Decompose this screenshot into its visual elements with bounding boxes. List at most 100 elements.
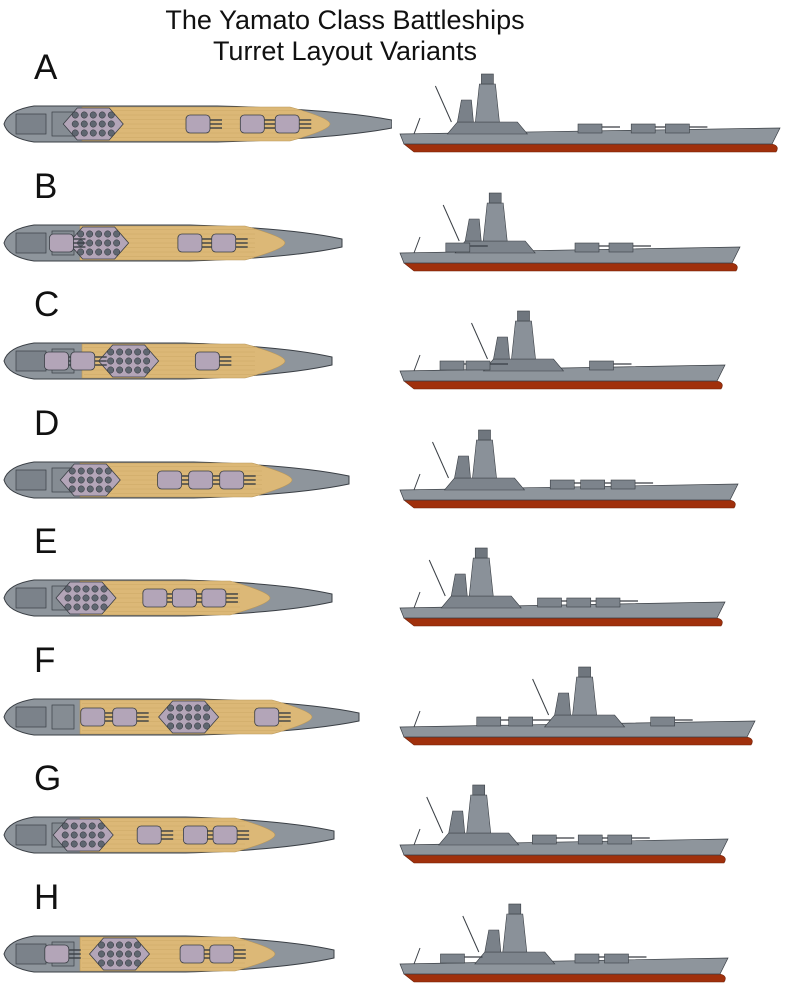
aft-deckhouse	[15, 350, 47, 372]
secondary-mount	[88, 831, 96, 839]
pagoda-tower	[511, 320, 536, 360]
diagram-title-line-2: Turret Layout Variants	[212, 36, 478, 66]
side-profile	[399, 192, 741, 271]
variant-b: B	[0, 167, 799, 287]
main-turret	[209, 944, 246, 963]
secondary-mount	[107, 111, 115, 119]
variant-a: A	[0, 48, 799, 168]
side-profile	[399, 73, 781, 153]
aft-deckhouse	[15, 587, 47, 609]
funnel	[450, 573, 468, 597]
hull-below-waterline	[403, 499, 736, 508]
secondary-mount	[113, 239, 121, 246]
hull-below-waterline	[403, 262, 738, 271]
secondary-mount	[134, 950, 141, 957]
secondary-mount	[107, 129, 115, 137]
secondary-mount	[68, 467, 76, 474]
variant-c: C	[0, 285, 799, 405]
secondary-mount	[107, 120, 115, 128]
secondary-mount	[95, 467, 103, 474]
secondary-mount	[167, 704, 175, 711]
aft-crane	[413, 236, 421, 253]
secondary-mount	[167, 722, 175, 729]
hull-side	[399, 364, 726, 382]
aft-crane	[413, 710, 421, 727]
variant-e: E	[0, 522, 799, 642]
main-turret-profile	[650, 716, 693, 726]
funnel	[457, 99, 474, 123]
pagoda-tower	[482, 202, 508, 241]
secondary-mount	[116, 941, 123, 948]
pagoda-tower	[475, 83, 500, 123]
secondary-mount	[134, 941, 141, 948]
pagoda-tower	[466, 794, 492, 834]
secondary-mount	[89, 120, 97, 128]
main-turret-profile	[508, 716, 551, 726]
aft-crane	[413, 591, 421, 609]
secondary-mount	[107, 941, 114, 948]
main-turret-profile	[440, 953, 483, 963]
hull-below-waterline	[403, 854, 726, 864]
main-turret-profile	[577, 123, 620, 134]
main-turret	[185, 114, 222, 134]
variant-label: B	[34, 166, 58, 206]
main-turret	[194, 351, 232, 371]
variant-label: F	[34, 640, 56, 680]
secondary-mount	[86, 239, 94, 246]
aft-deckhouse	[15, 943, 47, 964]
main-turret-profile	[665, 123, 708, 134]
mast	[426, 796, 444, 834]
variant-g: G	[0, 759, 799, 879]
plan-view	[3, 461, 350, 498]
secondary-mount	[82, 603, 90, 611]
secondary-mount	[185, 713, 193, 720]
pagoda-tower	[468, 557, 494, 597]
secondary-mount	[143, 357, 151, 365]
secondary-mount	[100, 585, 108, 593]
main-turret	[201, 588, 238, 608]
secondary-mount	[98, 129, 106, 137]
secondary-mount	[176, 704, 184, 711]
superstructure-base	[438, 832, 520, 846]
superstructure-base	[443, 477, 526, 490]
secondary-mount	[95, 476, 103, 483]
aft-deckhouse	[15, 232, 47, 253]
rangefinder	[508, 903, 522, 914]
mast	[434, 85, 452, 123]
aft-deckhouse	[15, 824, 47, 846]
hull-below-waterline	[403, 380, 723, 390]
secondary-mount	[203, 713, 211, 720]
mast	[471, 322, 488, 360]
secondary-mount	[116, 366, 124, 374]
main-turret	[44, 944, 81, 963]
main-turret	[70, 351, 107, 371]
secondary-mount	[167, 713, 175, 720]
side-profile	[399, 903, 729, 982]
secondary-mount	[185, 722, 193, 729]
secondary-mount	[100, 603, 108, 611]
secondary-mount	[98, 941, 105, 948]
secondary-mount	[64, 594, 72, 602]
side-profile	[399, 666, 756, 745]
aft-crane	[413, 117, 421, 135]
secondary-mount	[125, 950, 132, 957]
pagoda-tower	[502, 913, 528, 952]
variant-label: G	[34, 759, 62, 798]
secondary-mount	[116, 357, 124, 365]
secondary-mount	[104, 239, 112, 246]
secondary-mount	[70, 822, 78, 830]
secondary-mount	[88, 840, 96, 848]
secondary-mount	[68, 485, 76, 492]
secondary-mount	[71, 120, 79, 128]
secondary-mount	[70, 840, 78, 848]
main-turret-profile	[445, 242, 488, 252]
secondary-mount	[97, 840, 105, 848]
secondary-mount	[97, 831, 105, 839]
secondary-mount	[104, 248, 112, 255]
main-turret-profile	[610, 479, 654, 489]
main-turret-profile	[595, 597, 638, 608]
funnel	[464, 218, 482, 241]
main-turret	[112, 707, 149, 726]
hull-below-waterline	[403, 143, 778, 153]
secondary-mount	[125, 348, 133, 356]
